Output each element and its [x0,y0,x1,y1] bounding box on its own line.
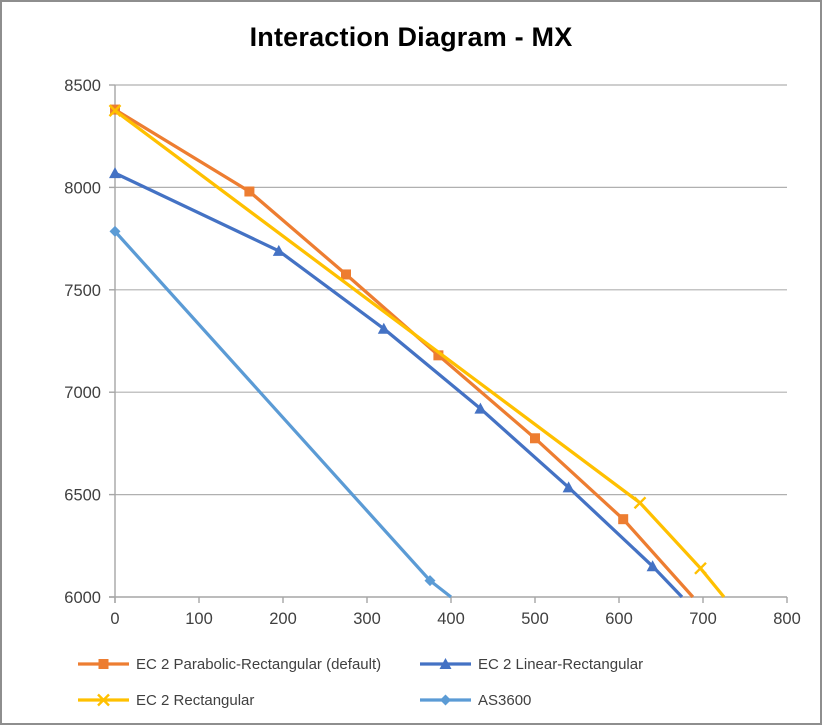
legend-item-ec-2-linear-rectangular: EC 2 Linear-Rectangular [420,648,643,680]
x-marker-icon [78,693,129,707]
square-marker [98,659,109,669]
x-tick-label: 0 [110,610,119,628]
y-tick-label: 7500 [64,282,101,300]
legend-label: AS3600 [478,691,532,709]
legend-item-as3600: AS3600 [420,684,531,716]
triangle-marker [377,322,390,334]
triangle-marker [562,481,575,493]
x-tick-label: 100 [185,610,213,628]
square-marker [433,350,444,361]
x-tick-label: 600 [605,610,633,628]
x-tick-label: 700 [689,610,717,628]
y-tick-label: 6500 [64,487,101,505]
x-tick-label: 500 [521,610,549,628]
x-marker [108,104,122,117]
square-marker [530,433,540,444]
series-line-3 [113,230,453,599]
diamond-marker [109,225,121,237]
y-tick-label: 6000 [64,589,101,607]
square-marker [341,269,351,280]
triangle-marker [646,560,659,572]
legend-item-ec-2-parabolic-rectangular-default: EC 2 Parabolic-Rectangular (default) [78,648,381,680]
legend-label: EC 2 Linear-Rectangular [478,655,644,673]
legend-label: EC 2 Parabolic-Rectangular (default) [136,655,382,673]
series-line-1 [114,171,684,599]
chart-title: Interaction Diagram - MX [249,22,573,52]
diamond-marker-icon [420,694,471,706]
triangle-marker [272,244,285,256]
x-tick-label: 200 [269,610,297,628]
square-marker-icon [78,659,129,669]
triangle-marker-icon [420,658,471,669]
x-tick-label: 400 [437,610,465,628]
y-tick-label: 8000 [64,179,101,197]
triangle-marker [474,402,487,414]
y-tick-label: 8500 [64,77,101,95]
diamond-marker [424,575,436,587]
legend-label: EC 2 Rectangular [136,691,255,709]
x-tick-label: 300 [353,610,381,628]
triangle-marker [439,658,452,669]
diamond-marker [440,694,451,706]
x-marker [97,693,110,707]
x-marker [694,561,707,575]
x-marker [633,496,647,510]
y-tick-label: 7000 [64,384,101,402]
series-line-2 [114,109,726,599]
triangle-marker [109,167,121,179]
square-marker [618,514,629,525]
square-marker [244,186,255,197]
x-tick-label: 800 [773,610,801,628]
legend-item-ec-2-rectangular: EC 2 Rectangular [78,684,254,716]
